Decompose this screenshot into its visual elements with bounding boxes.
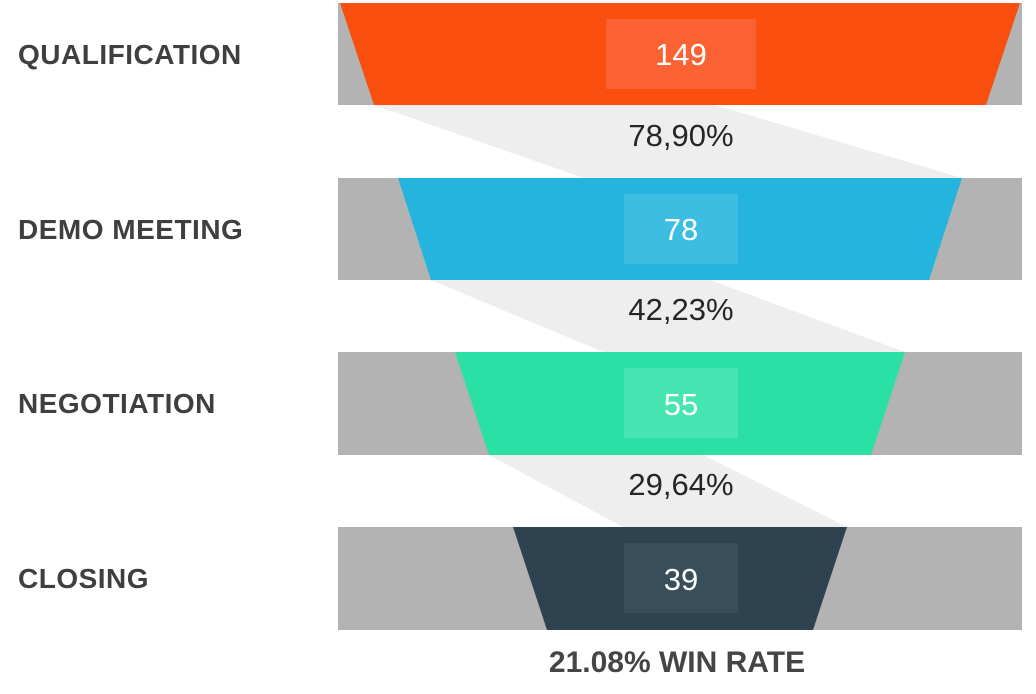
value-box-demo-meeting[interactable] xyxy=(624,194,738,264)
stage-label-negotiation: NEGOTIATION xyxy=(18,388,216,419)
conversion-label-3: 29,64% xyxy=(628,467,733,502)
stage-label-closing: CLOSING xyxy=(18,563,149,594)
value-box-negotiation[interactable] xyxy=(624,368,738,438)
value-label-qualification: 149 xyxy=(655,37,707,72)
value-box-qualification[interactable] xyxy=(606,19,756,89)
stage-label-qualification: QUALIFICATION xyxy=(18,39,242,70)
conversion-label-2: 42,23% xyxy=(628,292,733,327)
value-box-closing[interactable] xyxy=(624,543,738,613)
stage-label-demo-meeting: DEMO MEETING xyxy=(18,214,243,245)
value-label-negotiation: 55 xyxy=(664,387,698,422)
value-label-demo-meeting: 78 xyxy=(664,212,698,247)
conversion-label-1: 78,90% xyxy=(628,118,733,153)
connector-ribbon-2 xyxy=(431,280,905,352)
connector-ribbon-1 xyxy=(374,105,962,178)
value-label-closing: 39 xyxy=(664,562,698,597)
connector-ribbon-3 xyxy=(489,455,847,527)
win-rate-label: 21.08% WIN RATE xyxy=(549,646,805,679)
